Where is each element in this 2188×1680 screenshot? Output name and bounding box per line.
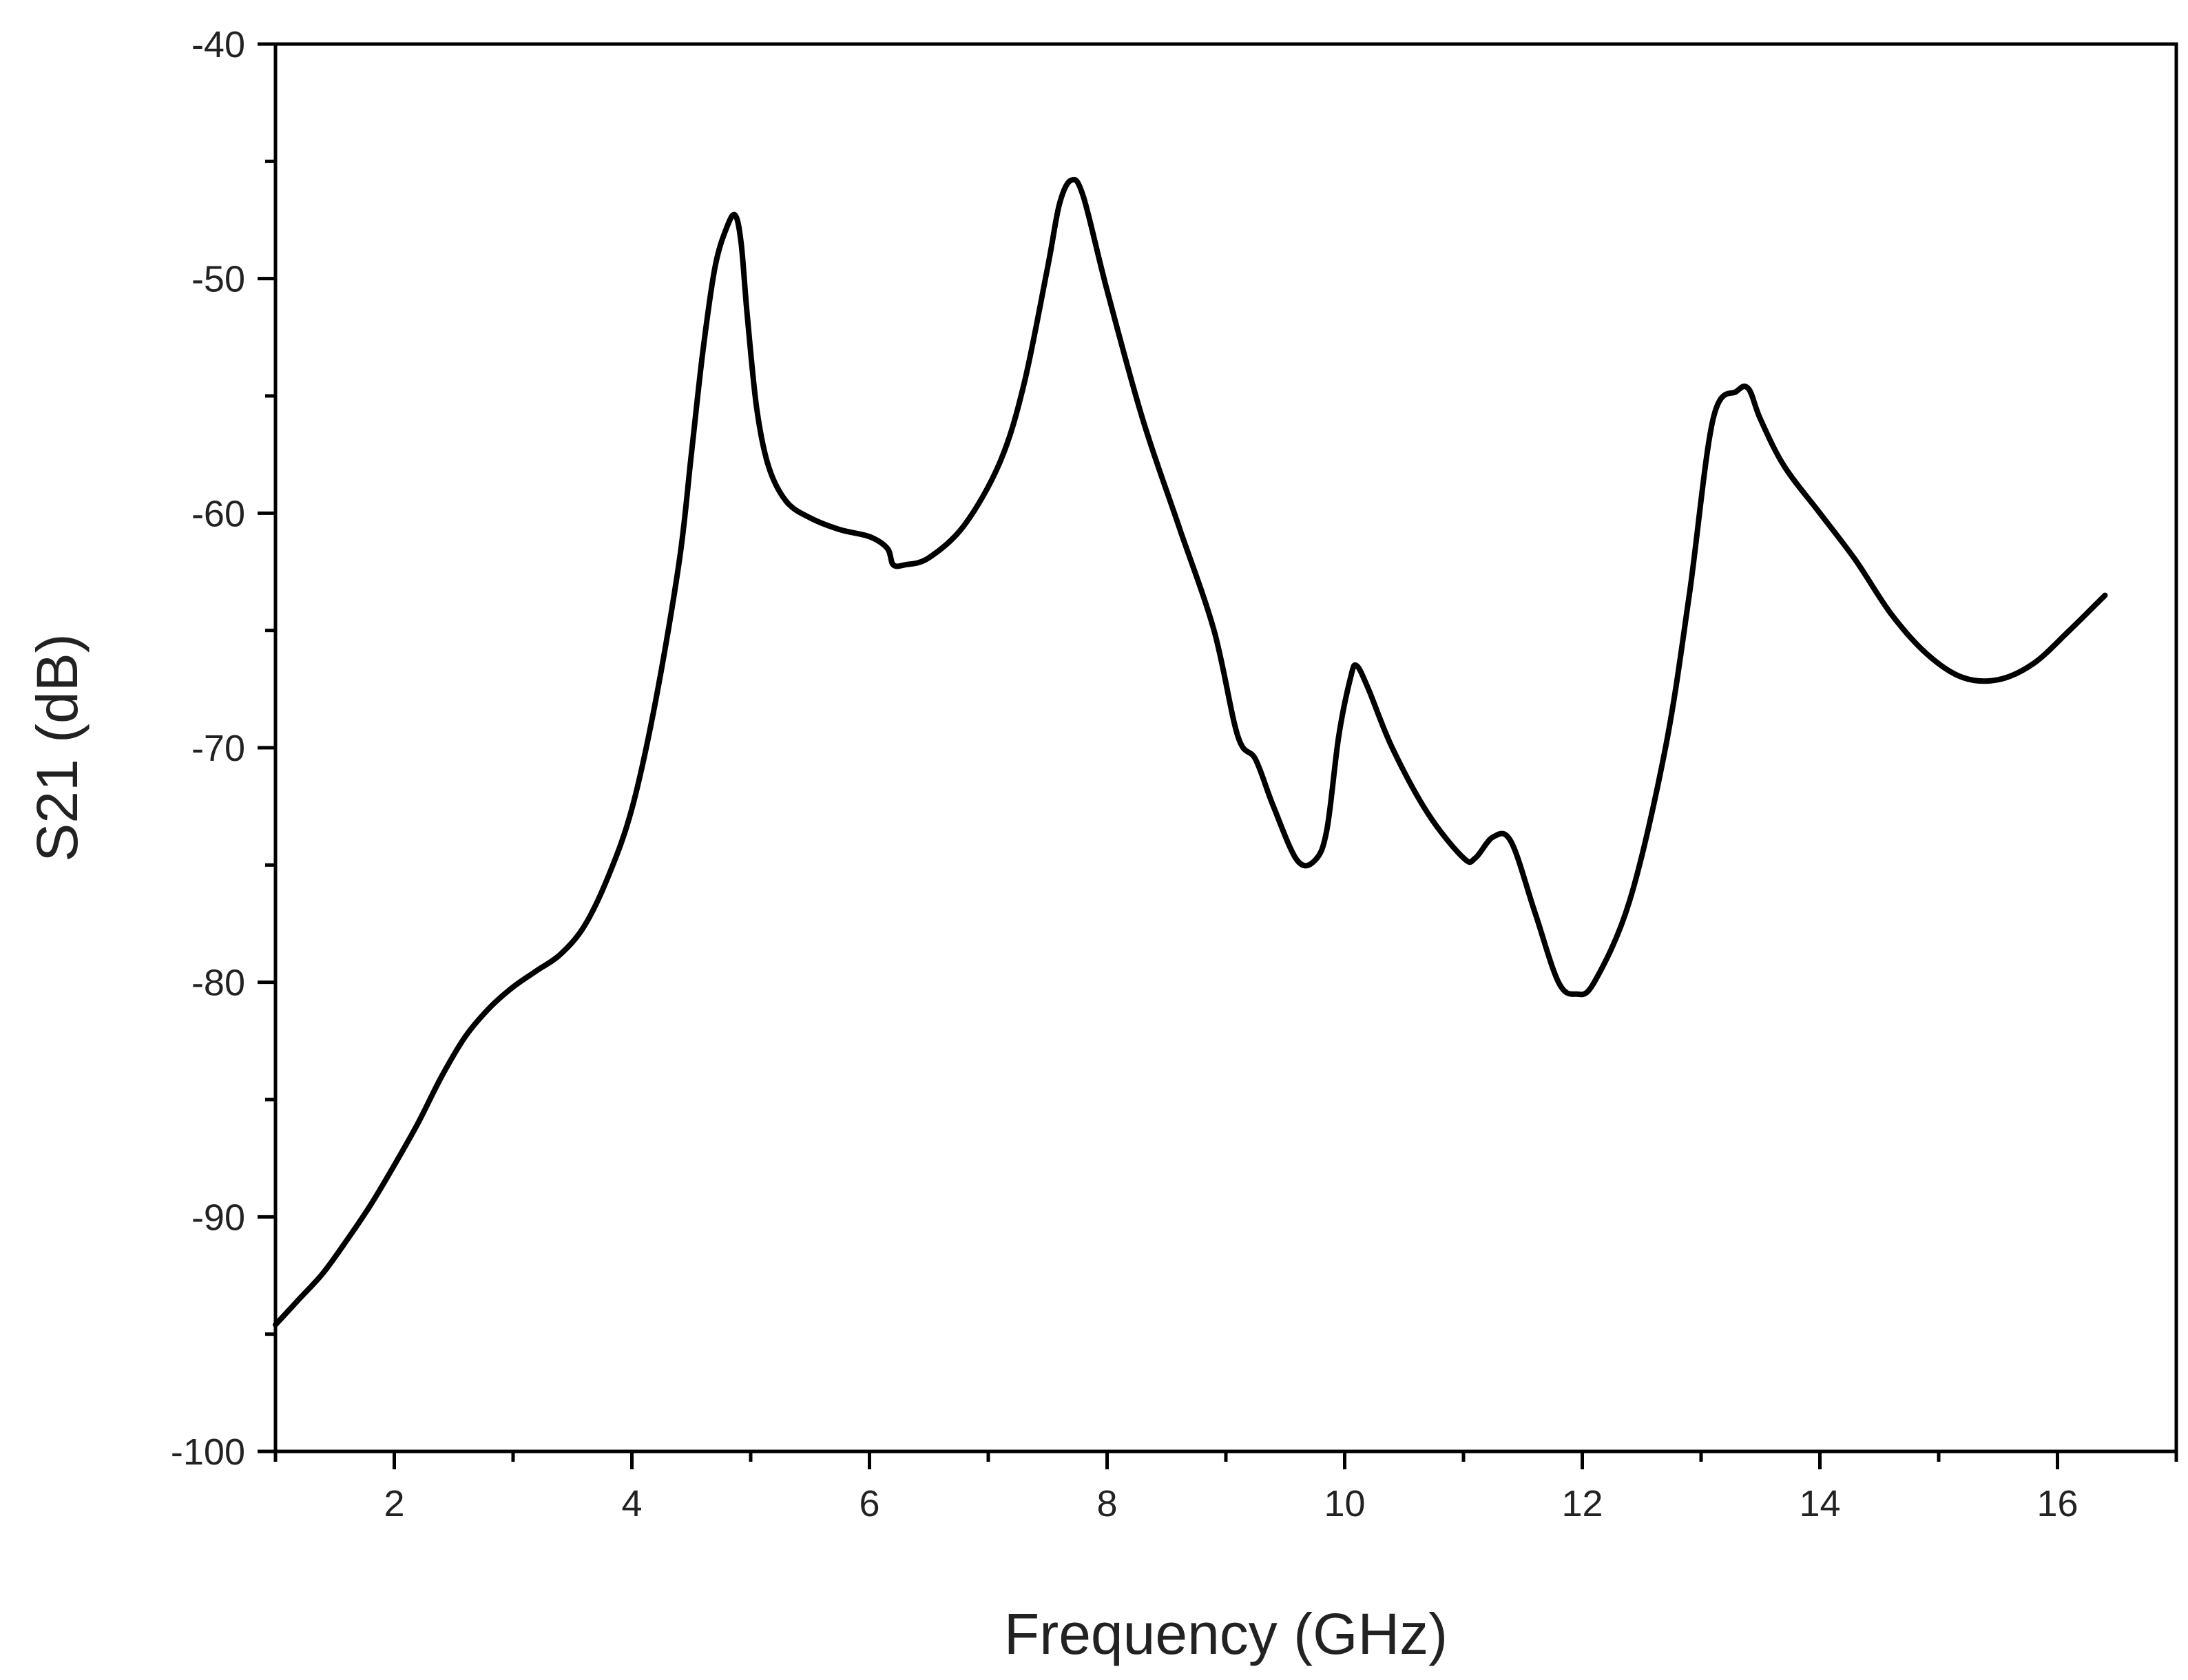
y-tick-label: -50 — [191, 259, 245, 300]
y-tick-label: -80 — [191, 963, 245, 1004]
y-tick-label: -60 — [191, 493, 245, 534]
plot-frame — [273, 42, 2178, 1453]
y-axis-ticks — [258, 42, 275, 1453]
y-axis-title: S21 (dB) — [25, 633, 90, 862]
y-tick-label: -70 — [191, 728, 245, 769]
x-tick-label: 10 — [1324, 1483, 1365, 1524]
y-tick-label: -40 — [191, 24, 245, 65]
x-tick-label: 12 — [1561, 1483, 1603, 1524]
x-tick-label: 2 — [384, 1483, 404, 1524]
x-tick-label: 8 — [1096, 1483, 1117, 1524]
y-axis-tick-labels: -100 -90 -80 -70 -60 -50 -40 — [171, 24, 245, 1473]
y-tick-label: -100 — [171, 1431, 245, 1473]
series-line-s21 — [273, 176, 2108, 1327]
x-axis-ticks — [273, 1451, 2178, 1469]
x-axis-title: Frequency (GHz) — [1004, 1602, 1448, 1666]
x-axis-tick-labels: 2 4 6 8 10 12 14 16 — [384, 1483, 2078, 1524]
x-tick-label: 4 — [621, 1483, 642, 1524]
x-tick-label: 6 — [859, 1483, 879, 1524]
x-tick-label: 14 — [1799, 1483, 1840, 1524]
x-tick-label: 16 — [2036, 1483, 2078, 1524]
y-tick-label: -90 — [191, 1197, 245, 1238]
